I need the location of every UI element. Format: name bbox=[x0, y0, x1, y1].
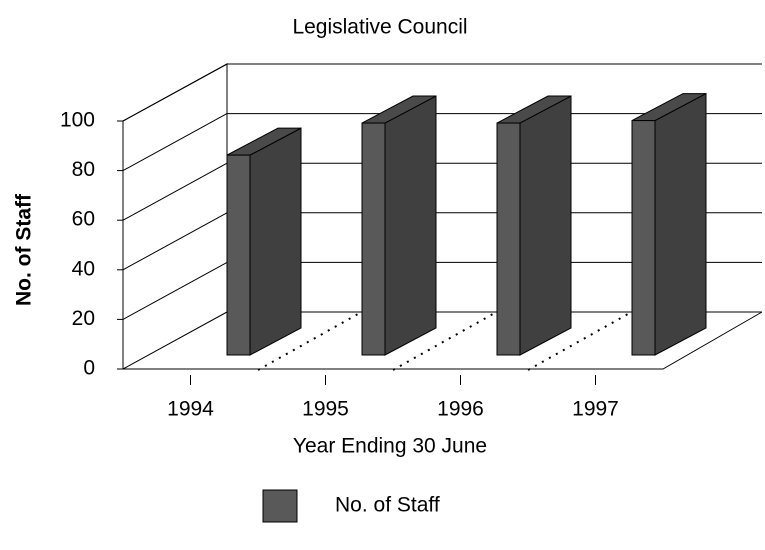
x-tick-label: 1996 bbox=[437, 398, 484, 421]
y-tick-label: 80 bbox=[72, 158, 95, 181]
grid-line bbox=[122, 311, 228, 370]
grid-line bbox=[122, 113, 228, 172]
grid-line bbox=[122, 63, 228, 122]
grid-line bbox=[122, 162, 228, 221]
y-tick-label: 20 bbox=[72, 307, 95, 330]
bar bbox=[496, 122, 521, 356]
y-tick-label: 0 bbox=[83, 357, 95, 380]
y-tick-label: 60 bbox=[72, 208, 95, 231]
grid-line bbox=[122, 212, 228, 271]
bar-side bbox=[654, 92, 707, 356]
y-tick-label: 100 bbox=[60, 109, 95, 132]
floor-divider bbox=[257, 313, 359, 371]
bar bbox=[226, 154, 251, 356]
back-wall bbox=[122, 63, 228, 312]
bar-side bbox=[384, 95, 437, 356]
x-tick-label: 1997 bbox=[572, 398, 619, 421]
bar bbox=[361, 122, 386, 356]
chart-title: Legislative Council bbox=[292, 16, 467, 39]
y-axis-label: No. of Staff bbox=[13, 193, 36, 306]
x-tick-label: 1994 bbox=[167, 398, 214, 421]
bar-side bbox=[249, 127, 302, 356]
legend-label: No. of Staff bbox=[335, 494, 440, 517]
bar-side bbox=[519, 95, 572, 356]
y-tick-label: 40 bbox=[72, 257, 95, 280]
floor-divider bbox=[392, 313, 494, 371]
legend-swatch bbox=[262, 489, 298, 523]
grid-line bbox=[122, 261, 228, 320]
floor-divider bbox=[527, 313, 629, 371]
bar bbox=[631, 120, 656, 356]
x-tick-label: 1995 bbox=[302, 398, 349, 421]
floor bbox=[123, 311, 763, 370]
x-axis-label: Year Ending 30 June bbox=[293, 435, 487, 458]
